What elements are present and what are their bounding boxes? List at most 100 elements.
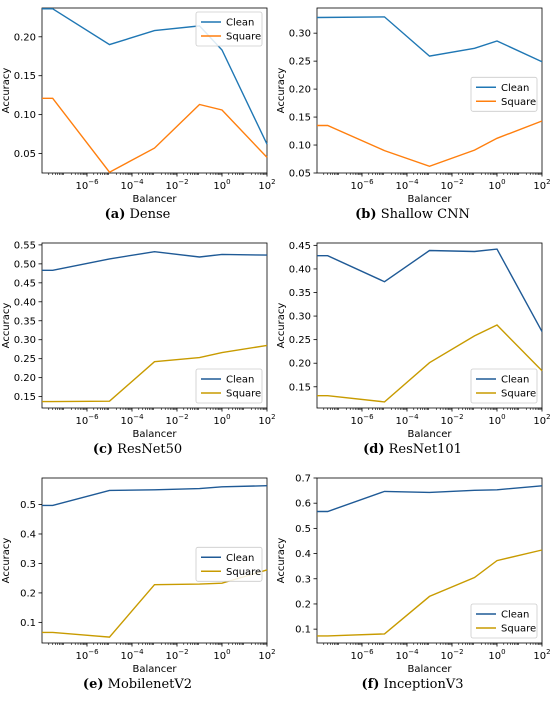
series-line-square: [42, 97, 268, 174]
caption-resnet50: (c) ResNet50: [0, 442, 275, 457]
x-tick-label: 100: [488, 178, 505, 192]
y-tick-label: 0.05: [289, 169, 311, 180]
y-tick-label: 0.45: [14, 278, 36, 289]
x-tick-label: 10−4: [395, 648, 419, 662]
x-axis-label: Balancer: [133, 194, 178, 205]
y-axis-label: Accuracy: [276, 303, 287, 349]
y-tick-label: 0.2: [20, 588, 36, 599]
x-axis-label: Balancer: [408, 194, 453, 205]
y-tick-label: 0.30: [289, 29, 311, 40]
caption-letter: (b): [355, 207, 377, 222]
x-tick-label: 100: [213, 648, 230, 662]
caption-letter: (a): [104, 207, 126, 222]
caption-resnet101: (d) ResNet101: [275, 442, 550, 457]
plot-frame: [316, 477, 543, 644]
series-line-square: [317, 120, 543, 168]
plot-frame: [316, 242, 543, 409]
series-line-clean: [42, 485, 268, 507]
x-tick-label: 102: [258, 413, 275, 427]
y-tick-label: 0.50: [14, 259, 36, 270]
legend-box: [470, 76, 538, 112]
panel-resnet101: 0.15 0.20 0.25 0.30 0.35 0.40 0.45 10−6 10−4 10−2…: [275, 235, 550, 470]
legend-box: [470, 368, 538, 404]
legend: Clean Square: [195, 11, 263, 47]
y-tick-label: 0.4: [20, 529, 36, 540]
series-line-clean: [317, 485, 543, 513]
legend: Clean Square: [195, 368, 263, 404]
y-tick-label: 0.35: [289, 288, 311, 299]
y-tick-label: 0.20: [289, 359, 311, 370]
x-tick-label: 10−4: [395, 413, 419, 427]
panel-resnet50: 0.15 0.20 0.25 0.30 0.35 0.40 0.45 0.50 0.55 10−6…: [0, 235, 276, 470]
series-line-clean: [317, 248, 543, 332]
x-tick-label: 102: [258, 648, 275, 662]
legend-label-square: Square: [501, 624, 536, 635]
legend: Clean Square: [470, 603, 538, 639]
y-axis-label: Accuracy: [1, 303, 12, 349]
caption-dense: (a) Dense: [0, 207, 275, 222]
x-tick-label: 10−6: [350, 178, 374, 192]
x-tick-label: 10−2: [440, 178, 463, 192]
chart-dense: 0.05 0.10 0.15 0.20 10−6 10−4 10−2 100 102 Balanc…: [1, 7, 276, 205]
x-tick-label: 10−2: [440, 413, 463, 427]
y-tick-label: 0.40: [289, 264, 311, 275]
chart-resnet50: 0.15 0.20 0.25 0.30 0.35 0.40 0.45 0.50 0.55 10−6…: [1, 240, 276, 440]
y-tick-label: 0.1: [20, 618, 36, 629]
plot-frame: [316, 7, 543, 174]
y-tick-label: 0.25: [14, 354, 36, 365]
panel-dense: 0.05 0.10 0.15 0.20 10−6 10−4 10−2 100 102 Balanc…: [0, 0, 276, 235]
y-tick-label: 0.35: [14, 316, 36, 327]
legend-box: [195, 11, 263, 47]
plot-frame: [41, 242, 268, 409]
panel-inceptionv3: 0.1 0.2 0.3 0.4 0.5 0.6 0.7 10−6 10−4 10−2 100 102 B…: [275, 470, 550, 705]
caption-text: InceptionV3: [383, 677, 464, 692]
chart-resnet101: 0.15 0.20 0.25 0.30 0.35 0.40 0.45 10−6 10−4 10−2…: [276, 241, 550, 440]
y-axis-label: Accuracy: [1, 68, 12, 114]
plot-frame: [41, 477, 268, 644]
x-tick-label: 10−2: [440, 648, 463, 662]
x-tick-label: 102: [533, 413, 550, 427]
caption-mobilenetv2: (e) MobilenetV2: [0, 677, 275, 692]
plot-frame: [41, 7, 268, 174]
y-axis-label: Accuracy: [276, 68, 287, 114]
caption-letter: (f): [361, 677, 380, 692]
x-tick-label: 10−6: [350, 648, 374, 662]
series-line-clean: [42, 250, 268, 271]
panel-mobilenetv2: 0.1 0.2 0.3 0.4 0.5 10−6 10−4 10−2 100 102 Balance…: [0, 470, 276, 705]
x-tick-label: 10−2: [165, 413, 188, 427]
caption-letter: (d): [363, 442, 385, 457]
legend-label-clean: Clean: [501, 610, 529, 621]
x-tick-label: 100: [213, 413, 230, 427]
legend-label-square: Square: [501, 389, 536, 400]
y-tick-label: 0.15: [14, 392, 36, 403]
x-tick-label: 10−4: [120, 178, 144, 192]
series-line-square: [317, 324, 543, 403]
y-tick-label: 0.6: [295, 499, 311, 510]
legend-box: [195, 368, 263, 404]
y-tick-label: 0.55: [14, 240, 36, 251]
x-tick-label: 102: [258, 178, 275, 192]
x-axis-label: Balancer: [133, 429, 178, 440]
legend-label-square: Square: [226, 389, 261, 400]
y-tick-label: 0.4: [295, 549, 311, 560]
y-tick-label: 0.25: [289, 335, 311, 346]
y-tick-label: 0.45: [289, 241, 311, 252]
y-tick-label: 0.05: [14, 149, 36, 160]
x-tick-label: 102: [533, 648, 550, 662]
y-tick-label: 0.20: [14, 32, 36, 43]
y-axis-label: Accuracy: [1, 538, 12, 584]
x-tick-label: 10−4: [120, 648, 144, 662]
y-tick-label: 0.3: [20, 559, 36, 570]
series-line-square: [42, 344, 268, 403]
caption-shallow-cnn: (b) Shallow CNN: [275, 207, 550, 222]
y-tick-label: 0.1: [295, 625, 311, 636]
y-tick-label: 0.10: [289, 141, 311, 152]
x-axis-label: Balancer: [408, 429, 453, 440]
legend-label-square: Square: [501, 97, 536, 108]
y-tick-label: 0.15: [14, 71, 36, 82]
y-tick-label: 0.20: [289, 85, 311, 96]
chart-inceptionv3: 0.1 0.2 0.3 0.4 0.5 0.6 0.7 10−6 10−4 10−2 100 102 B…: [276, 474, 550, 676]
y-tick-label: 0.15: [289, 382, 311, 393]
y-tick-label: 0.10: [14, 110, 36, 121]
legend-label-clean: Clean: [501, 83, 529, 94]
